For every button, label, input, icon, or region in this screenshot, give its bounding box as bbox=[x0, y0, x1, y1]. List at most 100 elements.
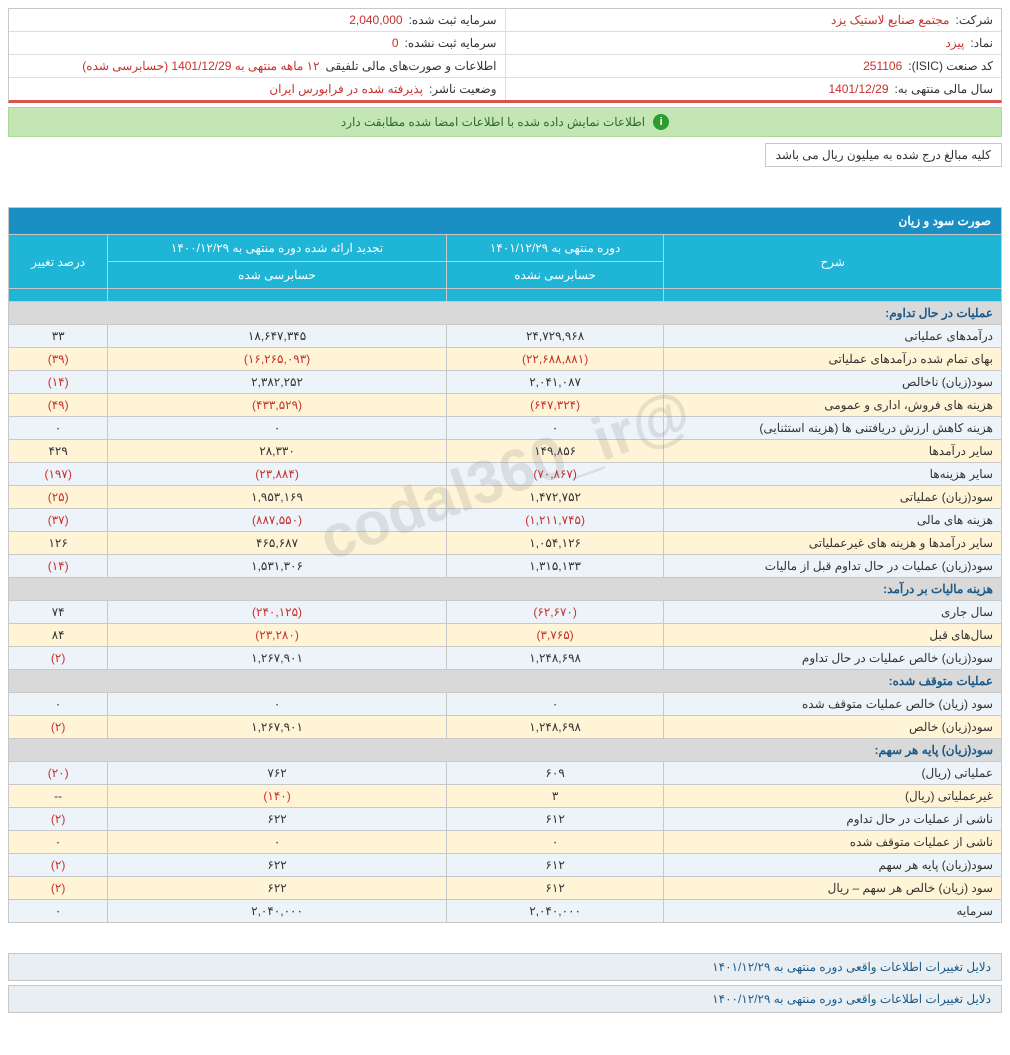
row-current-value: (۷۰,۸۶۷) bbox=[446, 463, 664, 486]
info-icon: i bbox=[653, 114, 669, 130]
row-desc: سود (زیان) خالص عملیات متوقف شده bbox=[664, 693, 1002, 716]
row-change-value: (۳۹) bbox=[9, 348, 108, 371]
col-change: درصد تغییر bbox=[9, 235, 108, 289]
footer-section: دلایل تغییرات اطلاعات واقعی دوره منتهی ب… bbox=[8, 953, 1002, 1013]
row-desc: غیرعملیاتی (ریال) bbox=[664, 785, 1002, 808]
row-current-value: ۱,۳۱۵,۱۳۳ bbox=[446, 555, 664, 578]
company-label: شرکت: bbox=[955, 13, 993, 27]
row-change-value: (۱۴) bbox=[9, 371, 108, 394]
row-desc: سود(زیان) خالص bbox=[664, 716, 1002, 739]
row-change-value: ۷۴ bbox=[9, 601, 108, 624]
row-current-value: ۱,۲۴۸,۶۹۸ bbox=[446, 647, 664, 670]
row-prev-value: ۱,۹۵۳,۱۶۹ bbox=[108, 486, 447, 509]
fy-value: 1401/12/29 bbox=[828, 82, 888, 96]
row-change-value: ۰ bbox=[9, 417, 108, 440]
row-change-value: (۲) bbox=[9, 877, 108, 900]
row-desc: هزینه های فروش، اداری و عمومی bbox=[664, 394, 1002, 417]
row-desc: سایر هزینه‌ها bbox=[664, 463, 1002, 486]
row-prev-value: ۶۲۲ bbox=[108, 854, 447, 877]
row-change-value: ۱۲۶ bbox=[9, 532, 108, 555]
row-current-value: ۱,۰۵۴,۱۲۶ bbox=[446, 532, 664, 555]
row-desc: هزینه های مالی bbox=[664, 509, 1002, 532]
row-prev-value: (۱۶,۲۶۵,۰۹۳) bbox=[108, 348, 447, 371]
row-prev-value: ۱,۵۳۱,۳۰۶ bbox=[108, 555, 447, 578]
signature-notice: i اطلاعات نمایش داده شده با اطلاعات امضا… bbox=[8, 107, 1002, 137]
row-prev-value: ۲,۰۴۰,۰۰۰ bbox=[108, 900, 447, 923]
unit-note: کلیه مبالغ درج شده به میلیون ریال می باش… bbox=[765, 143, 1002, 167]
row-change-value: (۴۹) bbox=[9, 394, 108, 417]
col-desc: شرح bbox=[664, 235, 1002, 289]
statements-label: اطلاعات و صورت‌های مالی تلفیقی bbox=[326, 59, 497, 73]
row-desc: سرمایه bbox=[664, 900, 1002, 923]
row-change-value: ۰ bbox=[9, 831, 108, 854]
row-change-value: (۲) bbox=[9, 716, 108, 739]
row-prev-value: ۱,۲۶۷,۹۰۱ bbox=[108, 716, 447, 739]
row-prev-value: ۲۸,۳۳۰ bbox=[108, 440, 447, 463]
capital-unreg-label: سرمایه ثبت نشده: bbox=[405, 36, 497, 50]
row-change-value: (۲۰) bbox=[9, 762, 108, 785]
isic-label: کد صنعت (ISIC): bbox=[908, 59, 993, 73]
row-change-value: (۲۵) bbox=[9, 486, 108, 509]
capital-unreg-value: 0 bbox=[392, 36, 399, 50]
row-current-value: (۲۲,۶۸۸,۸۸۱) bbox=[446, 348, 664, 371]
row-prev-value: (۱۴۰) bbox=[108, 785, 447, 808]
fy-label: سال مالی منتهی به: bbox=[895, 82, 993, 96]
row-desc: سود(زیان) پایه هر سهم bbox=[664, 854, 1002, 877]
row-change-value: (۱۴) bbox=[9, 555, 108, 578]
row-prev-value: ۱,۲۶۷,۹۰۱ bbox=[108, 647, 447, 670]
company-info-box: شرکت: مجتمع صنایع لاستیک یزد سرمایه ثبت … bbox=[8, 8, 1002, 103]
row-desc: سود(زیان) عملیاتی bbox=[664, 486, 1002, 509]
symbol-label: نماد: bbox=[970, 36, 993, 50]
row-prev-value: ۰ bbox=[108, 831, 447, 854]
footer-bar-2[interactable]: دلایل تغییرات اطلاعات واقعی دوره منتهی ب… bbox=[8, 985, 1002, 1013]
notice-text: اطلاعات نمایش داده شده با اطلاعات امضا ش… bbox=[341, 115, 645, 129]
row-current-value: (۶۴۷,۳۲۴) bbox=[446, 394, 664, 417]
statements-value: ۱۲ ماهه منتهی به 1401/12/29 (حسابرسی شده… bbox=[82, 59, 319, 73]
row-desc: عملیاتی (ریال) bbox=[664, 762, 1002, 785]
row-desc: سال‌های قبل bbox=[664, 624, 1002, 647]
row-current-value: ۲,۰۴۱,۰۸۷ bbox=[446, 371, 664, 394]
row-desc: سایر درآمدها و هزینه های غیرعملیاتی bbox=[664, 532, 1002, 555]
row-change-value: (۲) bbox=[9, 854, 108, 877]
isic-value: 251106 bbox=[863, 59, 902, 73]
row-change-value: ۰ bbox=[9, 693, 108, 716]
row-prev-value: ۱۸,۶۴۷,۳۴۵ bbox=[108, 325, 447, 348]
col-blank-2 bbox=[446, 289, 664, 302]
col-period-prev: تجدید ارائه شده دوره منتهی به ۱۴۰۰/۱۲/۲۹ bbox=[108, 235, 447, 262]
col-blank-3 bbox=[108, 289, 447, 302]
row-change-value: (۲) bbox=[9, 647, 108, 670]
row-desc: سود(زیان) عملیات در حال تداوم قبل از مال… bbox=[664, 555, 1002, 578]
capital-reg-value: 2,040,000 bbox=[349, 13, 402, 27]
row-prev-value: (۴۳۳,۵۲۹) bbox=[108, 394, 447, 417]
row-change-value: ۰ bbox=[9, 900, 108, 923]
row-prev-value: (۲۴۰,۱۲۵) bbox=[108, 601, 447, 624]
row-desc: درآمدهای عملیاتی bbox=[664, 325, 1002, 348]
row-current-value: ۶۱۲ bbox=[446, 854, 664, 877]
col-period-current: دوره منتهی به ۱۴۰۱/۱۲/۲۹ bbox=[446, 235, 664, 262]
col-sub-unaudited: حسابرسی نشده bbox=[446, 262, 664, 289]
row-prev-value: ۴۶۵,۶۸۷ bbox=[108, 532, 447, 555]
row-current-value: ۲۴,۷۲۹,۹۶۸ bbox=[446, 325, 664, 348]
row-current-value: ۶۱۲ bbox=[446, 877, 664, 900]
table-section-header: عملیات در حال تداوم: bbox=[9, 302, 1002, 325]
row-current-value: ۱۴۹,۸۵۶ bbox=[446, 440, 664, 463]
row-current-value: ۱,۴۷۲,۷۵۲ bbox=[446, 486, 664, 509]
row-prev-value: (۸۸۷,۵۵۰) bbox=[108, 509, 447, 532]
row-prev-value: ۲,۳۸۲,۲۵۲ bbox=[108, 371, 447, 394]
footer-bar-1[interactable]: دلایل تغییرات اطلاعات واقعی دوره منتهی ب… bbox=[8, 953, 1002, 981]
row-prev-value: ۷۶۲ bbox=[108, 762, 447, 785]
row-change-value: ۴۲۹ bbox=[9, 440, 108, 463]
row-desc: سود(زیان) ناخالص bbox=[664, 371, 1002, 394]
row-current-value: ۳ bbox=[446, 785, 664, 808]
row-prev-value: ۰ bbox=[108, 693, 447, 716]
row-current-value: ۰ bbox=[446, 831, 664, 854]
row-prev-value: (۲۳,۸۸۴) bbox=[108, 463, 447, 486]
row-current-value: ۶۱۲ bbox=[446, 808, 664, 831]
row-change-value: -- bbox=[9, 785, 108, 808]
row-desc: سال جاری bbox=[664, 601, 1002, 624]
col-sub-audited: حسابرسی شده bbox=[108, 262, 447, 289]
row-change-value: ۸۴ bbox=[9, 624, 108, 647]
row-prev-value: (۲۳,۲۸۰) bbox=[108, 624, 447, 647]
profit-loss-table: شرح دوره منتهی به ۱۴۰۱/۱۲/۲۹ تجدید ارائه… bbox=[8, 234, 1002, 923]
row-current-value: ۶۰۹ bbox=[446, 762, 664, 785]
